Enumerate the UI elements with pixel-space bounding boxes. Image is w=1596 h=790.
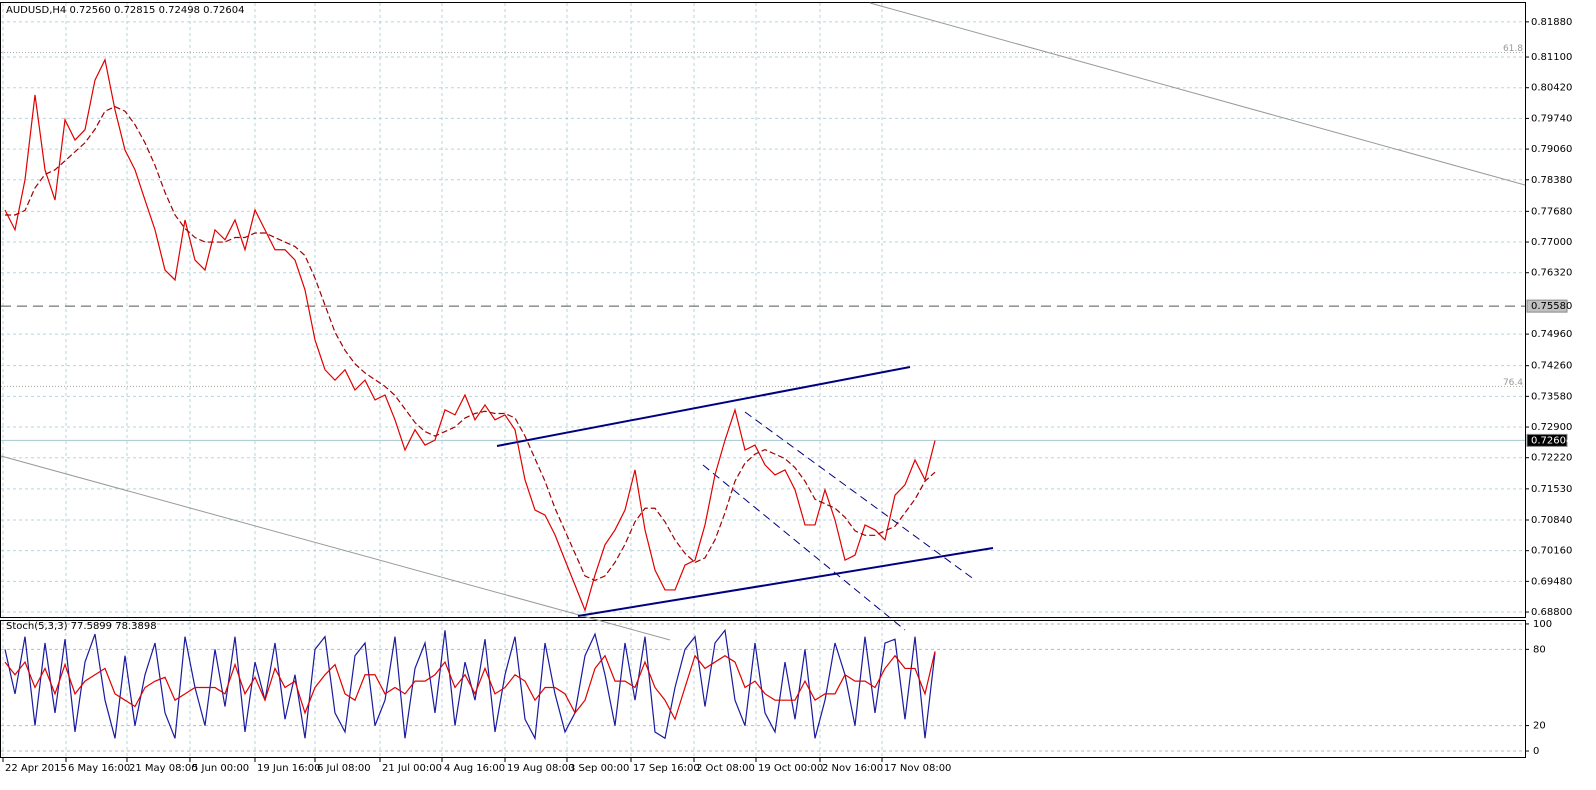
indicator-value: 78.3898 — [115, 621, 156, 632]
x-tick-label: 19 Jun 16:00 — [257, 763, 321, 774]
y-tick-label: 0.73580 — [1531, 391, 1572, 402]
series-line — [4, 651, 936, 721]
price-line-tag — [1526, 433, 1568, 447]
x-tick-label: 2 Oct 08:00 — [696, 763, 755, 774]
x-tick-label: 3 Sep 00:00 — [569, 763, 629, 774]
channel-line — [577, 547, 994, 617]
y-tick-label: 0.77000 — [1531, 237, 1572, 248]
y-tick-label: 0.70160 — [1531, 546, 1572, 557]
y-tick-label: 0.79060 — [1531, 144, 1572, 155]
stoch-header: Stoch(5,3,3) 77.5899 78.3898 — [6, 621, 157, 632]
x-tick-label: 22 Apr 2015 — [5, 763, 67, 774]
level-line-tag — [1526, 299, 1568, 313]
channel-line — [702, 464, 906, 631]
y-tick-label: 20 — [1533, 721, 1546, 732]
x-tick-label: 5 Jun 00:00 — [192, 763, 249, 774]
y-tick-label: 0.68800 — [1531, 607, 1572, 618]
series-line — [4, 628, 936, 741]
x-tick-label: 19 Oct 00:00 — [758, 763, 823, 774]
ohlc: 0.72560 — [69, 5, 110, 16]
y-tick-label: 0.81880 — [1531, 17, 1572, 28]
stoch-panel — [0, 620, 1526, 758]
chart-header: AUDUSD,H4 0.72560 0.72815 0.72498 0.7260… — [6, 5, 244, 16]
symbol: AUDUSD,H4 — [6, 5, 66, 16]
ohlc: 0.72498 — [159, 5, 200, 16]
x-tick-label: 17 Sep 16:00 — [633, 763, 700, 774]
x-tick-label: 2 Nov 16:00 — [822, 763, 883, 774]
main-panel — [0, 2, 1526, 618]
x-tick-label: 21 Jul 00:00 — [382, 763, 442, 774]
trend-line — [869, 2, 1526, 186]
x-tick-label: 17 Nov 08:00 — [884, 763, 951, 774]
y-tick-label: 0.78380 — [1531, 175, 1572, 186]
series-line — [4, 57, 936, 613]
y-tick-label: 0 — [1533, 746, 1539, 757]
fibo-label: 76.4 — [1503, 378, 1523, 388]
level-line-label: 0.75580 — [1531, 301, 1572, 312]
y-tick-label: 0.69480 — [1531, 576, 1572, 587]
y-tick-label: 0.74260 — [1531, 361, 1572, 372]
ohlc: 0.72815 — [114, 5, 155, 16]
y-tick-label: 0.77680 — [1531, 206, 1572, 217]
y-tick-label: 0.72900 — [1531, 422, 1572, 433]
channel-line — [496, 366, 911, 447]
price-line-label: 0.72604 — [1531, 435, 1572, 446]
indicator-name: Stoch(5,3,3) — [6, 621, 68, 632]
y-tick-label: 80 — [1533, 644, 1546, 655]
channel-line — [744, 411, 976, 581]
y-tick-label: 0.81100 — [1531, 52, 1572, 63]
series-line — [5, 106, 936, 582]
x-tick-label: 6 May 16:00 — [68, 763, 130, 774]
fibo-label: 61.8 — [1503, 44, 1523, 54]
y-tick-label: 0.72220 — [1531, 453, 1572, 464]
drawings — [0, 2, 1526, 641]
x-tick-label: 19 Aug 08:00 — [507, 763, 574, 774]
y-tick-label: 100 — [1533, 619, 1552, 630]
y-tick-label: 0.74960 — [1531, 329, 1572, 340]
y-tick-label: 0.76320 — [1531, 268, 1572, 279]
x-tick-label: 21 May 08:00 — [129, 763, 198, 774]
y-tick-label: 0.70840 — [1531, 515, 1572, 526]
trend-line — [0, 455, 671, 641]
indicator-value: 77.5899 — [71, 621, 112, 632]
y-tick-label: 0.79740 — [1531, 113, 1572, 124]
x-tick-label: 4 Aug 16:00 — [444, 763, 505, 774]
ohlc: 0.72604 — [203, 5, 244, 16]
x-tick-label: 6 Jul 08:00 — [317, 763, 371, 774]
y-tick-label: 0.71530 — [1531, 484, 1572, 495]
y-tick-label: 0.80420 — [1531, 83, 1572, 94]
